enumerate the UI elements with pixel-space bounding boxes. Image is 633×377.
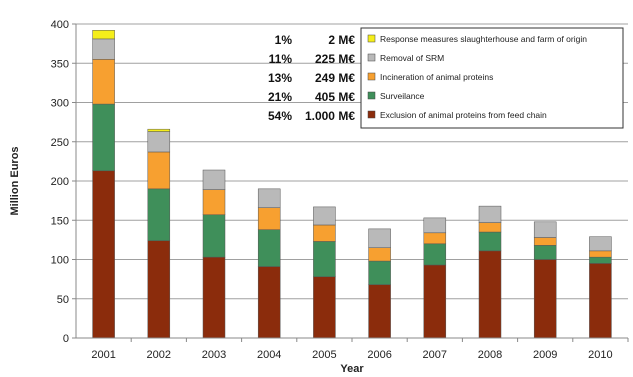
y-tick-labels: 0 50 100 150 200 250 300 350 400 bbox=[51, 19, 76, 345]
bar-segment bbox=[202, 256, 226, 339]
bar-segment bbox=[478, 222, 502, 233]
bar-segment bbox=[257, 266, 281, 339]
legend-swatch bbox=[367, 110, 376, 119]
bar-segment bbox=[589, 236, 612, 252]
legend-entry: Incineration of animal proteins bbox=[380, 72, 493, 82]
bar-segment bbox=[257, 229, 281, 267]
x-tick-label: 2003 bbox=[202, 349, 226, 361]
bar-segment bbox=[92, 59, 115, 105]
legend-entry: Exclusion of animal proteins from feed c… bbox=[380, 110, 547, 120]
bar-segment bbox=[368, 228, 391, 248]
bar-segment bbox=[202, 169, 226, 190]
x-tick-label: 2006 bbox=[367, 349, 391, 361]
annotation-amount: 2 M€ bbox=[328, 33, 355, 47]
bar-segment bbox=[313, 206, 336, 226]
x-tick-label: 2008 bbox=[478, 349, 502, 361]
annotation-percent: 13% bbox=[268, 71, 292, 85]
bar-segment bbox=[589, 250, 612, 258]
x-tick-label: 2007 bbox=[423, 349, 447, 361]
legend-entry: Surveilance bbox=[380, 91, 425, 101]
bar-segment bbox=[147, 240, 171, 339]
y-tick-label: 200 bbox=[51, 176, 69, 188]
y-tick-label: 50 bbox=[57, 294, 69, 306]
legend-entry: Response measures slaughterhouse and far… bbox=[380, 34, 587, 44]
bar-segment bbox=[92, 30, 115, 40]
share-annotations: 1% 2 M€ 11% 225 M€ 13% 249 M€ 21% 405 M€ 54% 1.00… bbox=[268, 33, 355, 123]
y-tick-label: 350 bbox=[51, 58, 69, 70]
bar-segment bbox=[202, 214, 226, 258]
y-tick-label: 100 bbox=[51, 255, 69, 267]
legend-entry: Removal of SRM bbox=[380, 53, 444, 63]
annotation-amount: 405 M€ bbox=[315, 90, 355, 104]
bars bbox=[92, 30, 612, 339]
bar-segment bbox=[423, 264, 447, 339]
annotation-amount: 249 M€ bbox=[315, 71, 355, 85]
y-tick-label: 150 bbox=[51, 215, 69, 227]
y-tick-label: 0 bbox=[63, 333, 69, 345]
legend-swatch bbox=[367, 91, 376, 100]
bar-segment bbox=[257, 188, 281, 208]
annotation-amount: 225 M€ bbox=[315, 52, 355, 66]
annotation-percent: 54% bbox=[268, 109, 292, 123]
x-axis-label: Year bbox=[340, 363, 364, 372]
bar-segment bbox=[368, 260, 391, 285]
bar-segment bbox=[368, 247, 391, 262]
x-tick-label: 2002 bbox=[147, 349, 171, 361]
bar-segment bbox=[202, 189, 226, 216]
x-tick-label: 2009 bbox=[533, 349, 557, 361]
bar-segment bbox=[147, 131, 171, 153]
x-tick-label: 2010 bbox=[588, 349, 612, 361]
annotation-percent: 1% bbox=[275, 33, 293, 47]
legend-swatch bbox=[367, 53, 376, 62]
bar-segment bbox=[478, 205, 502, 223]
bar-segment bbox=[92, 38, 115, 60]
y-axis-label: Million Euros bbox=[9, 146, 21, 215]
legend-box bbox=[360, 27, 624, 129]
y-tick-label: 250 bbox=[51, 137, 69, 149]
bar-segment bbox=[478, 250, 502, 339]
bar-segment bbox=[368, 284, 391, 339]
y-tick-label: 300 bbox=[51, 98, 69, 110]
bar-segment bbox=[533, 237, 557, 246]
x-tick-labels: 2001 2002 2003 2004 2005 2006 2007 2008 2009 2010 bbox=[91, 338, 629, 361]
bar-segment bbox=[92, 170, 115, 339]
legend-swatch bbox=[367, 72, 376, 81]
bar-segment bbox=[423, 217, 447, 234]
x-tick-label: 2004 bbox=[257, 349, 281, 361]
bar-segment bbox=[313, 224, 336, 242]
bar-segment bbox=[147, 128, 171, 132]
bar-segment bbox=[313, 241, 336, 278]
bar-segment bbox=[313, 276, 336, 339]
y-tick-label: 400 bbox=[51, 19, 69, 31]
bar-segment bbox=[257, 207, 281, 230]
bar-segment bbox=[533, 259, 557, 339]
x-tick-label: 2001 bbox=[91, 349, 115, 361]
bar-segment bbox=[423, 243, 447, 266]
legend: Response measures slaughterhouse and far… bbox=[360, 27, 624, 129]
bar-segment bbox=[147, 151, 171, 190]
bar-segment bbox=[92, 103, 115, 172]
annotation-percent: 21% bbox=[268, 90, 292, 104]
bar-segment bbox=[533, 221, 557, 238]
bar-segment bbox=[423, 232, 447, 245]
x-tick-label: 2005 bbox=[312, 349, 336, 361]
annotation-amount: 1.000 M€ bbox=[305, 109, 355, 123]
bar-segment bbox=[147, 188, 171, 241]
bar-segment bbox=[478, 231, 502, 252]
bar-segment bbox=[589, 256, 612, 264]
bar-segment bbox=[533, 245, 557, 260]
annotation-percent: 11% bbox=[269, 52, 293, 66]
legend-swatch bbox=[367, 34, 376, 43]
bar-segment bbox=[589, 263, 612, 339]
